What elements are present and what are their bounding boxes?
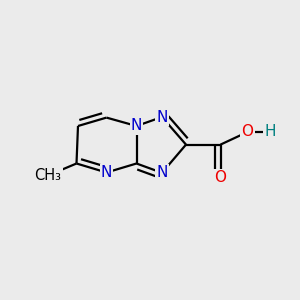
Text: N: N <box>156 110 168 124</box>
Text: O: O <box>214 170 226 185</box>
Text: N: N <box>156 165 168 180</box>
Text: CH₃: CH₃ <box>34 168 62 183</box>
Text: O: O <box>242 124 254 140</box>
Text: H: H <box>264 124 276 140</box>
Text: N: N <box>101 165 112 180</box>
Text: N: N <box>131 118 142 134</box>
